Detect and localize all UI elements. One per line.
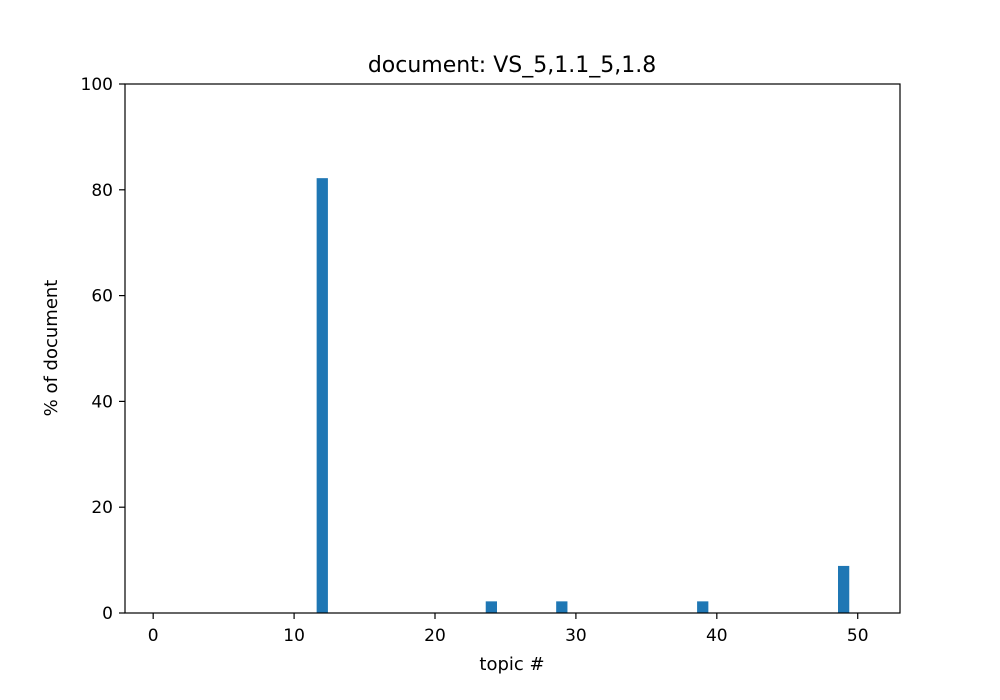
x-axis-label: topic # (479, 654, 544, 675)
x-tick-label: 10 (283, 626, 305, 646)
y-tick-label: 40 (91, 392, 113, 412)
x-tick-label: 20 (424, 626, 446, 646)
bar-topic-12 (316, 178, 328, 613)
y-tick-label: 0 (102, 604, 113, 624)
y-axis-label: % of document (41, 280, 62, 417)
y-tick-label: 100 (81, 75, 113, 95)
x-tick-label: 0 (148, 626, 159, 646)
plot-frame (124, 83, 901, 614)
y-axis-ticks: 0 20 40 60 80 100 (81, 75, 125, 624)
y-tick-label: 60 (91, 287, 113, 307)
x-tick-label: 30 (565, 626, 587, 646)
y-tick-label: 80 (91, 181, 113, 201)
x-tick-label: 40 (706, 626, 728, 646)
bars-group (316, 178, 850, 613)
chart-title: document: VS_5,1.1_5,1.8 (368, 53, 656, 78)
bar-topic-39 (697, 601, 709, 613)
x-axis-ticks: 0 10 20 30 40 50 (148, 613, 869, 646)
bar-topic-49 (838, 565, 850, 613)
bar-topic-24 (485, 601, 497, 613)
y-tick-label: 20 (91, 498, 113, 518)
bar-topic-29 (556, 601, 568, 613)
x-tick-label: 50 (847, 626, 869, 646)
